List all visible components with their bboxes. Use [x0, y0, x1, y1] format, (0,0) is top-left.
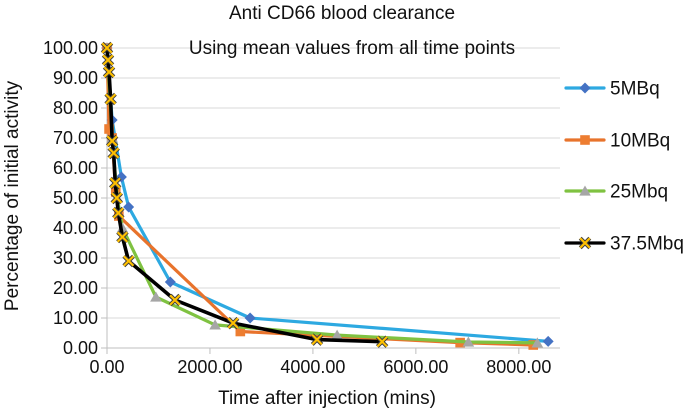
chart-title: Anti CD66 blood clearance — [229, 3, 455, 24]
y-tick-label: 50.00 — [53, 188, 98, 208]
x-marker-icon — [111, 192, 123, 204]
y-tick-label: 30.00 — [53, 248, 98, 268]
legend-item-25Mbq: 25Mbq — [564, 182, 668, 203]
legend: 5MBq 10MBq 25Mbq 37.5Mbq — [564, 79, 684, 255]
x-marker-icon — [376, 336, 388, 348]
diamond-marker-icon — [579, 82, 591, 94]
x-marker-icon — [311, 334, 323, 346]
x-tick-label: 6000.00 — [383, 357, 448, 377]
x-marker-icon — [109, 177, 121, 189]
x-marker-icon — [579, 237, 591, 249]
series-5MBq — [101, 42, 554, 347]
diamond-marker-icon — [244, 312, 256, 324]
triangle-marker-icon — [150, 291, 162, 302]
diamond-marker-icon — [542, 335, 554, 347]
x-marker-icon — [105, 93, 117, 105]
legend-item-10MBq: 10MBq — [564, 131, 670, 152]
y-tick-label: 100.00 — [43, 38, 98, 58]
y-tick-label: 90.00 — [53, 68, 98, 88]
legend-item-5MBq: 5MBq — [564, 79, 660, 100]
x-tick-label: 8000.00 — [486, 357, 551, 377]
square-marker-icon — [235, 326, 246, 337]
series-25Mbq — [101, 42, 544, 348]
series-line — [105, 46, 384, 344]
y-tick-label: 70.00 — [53, 128, 98, 148]
y-axis-title: Percentage of initial activity — [2, 80, 23, 311]
gridlines-layer — [107, 47, 560, 319]
series-37_5Mbq — [100, 41, 389, 348]
triangle-marker-icon — [462, 336, 475, 347]
x-marker-icon — [123, 255, 135, 267]
x-tick-label: 0.00 — [89, 357, 124, 377]
legend-item-37_5Mbq: 37.5Mbq — [564, 234, 684, 255]
y-tick-label: 60.00 — [53, 158, 98, 178]
square-marker-icon — [580, 135, 590, 145]
chart-subtitle: Using mean values from all time points — [189, 38, 515, 59]
series-layer — [100, 41, 554, 350]
square-marker-icon — [104, 124, 114, 134]
x-axis-title: Time after injection (mins) — [218, 388, 436, 409]
x-marker-icon — [227, 317, 239, 329]
y-tick-label: 40.00 — [53, 218, 98, 238]
diamond-marker-icon — [164, 276, 176, 288]
triangle-marker-icon — [531, 337, 544, 348]
x-marker-icon — [101, 42, 113, 54]
triangle-marker-icon — [331, 329, 343, 340]
diamond-marker-icon — [123, 201, 135, 213]
triangle-marker-icon — [209, 319, 221, 330]
x-marker-icon — [116, 231, 128, 243]
y-tick-label: 10.00 — [53, 308, 98, 328]
legend-label: 5MBq — [610, 79, 660, 100]
x-marker-icon — [103, 66, 115, 78]
legend-label: 25Mbq — [610, 182, 668, 203]
legend-label: 37.5Mbq — [610, 234, 684, 255]
y-tick-label: 80.00 — [53, 98, 98, 118]
x-marker-icon — [112, 207, 124, 219]
x-marker-icon — [102, 54, 114, 66]
tick-labels-layer: 100.00 90.00 80.00 70.00 60.00 50.00 40.00 30.0… — [43, 38, 551, 377]
series-line — [105, 46, 535, 347]
x-marker-icon — [169, 294, 181, 306]
x-tick-label: 4000.00 — [280, 357, 345, 377]
x-marker-icon — [108, 147, 120, 159]
y-tick-label: 20.00 — [53, 278, 98, 298]
x-tick-label: 2000.00 — [177, 357, 242, 377]
y-tick-label: 0.00 — [63, 338, 98, 358]
axes-layer — [101, 47, 560, 354]
x-marker-icon — [106, 135, 118, 147]
triangle-marker-icon — [579, 185, 591, 196]
legend-label: 10MBq — [610, 131, 670, 152]
